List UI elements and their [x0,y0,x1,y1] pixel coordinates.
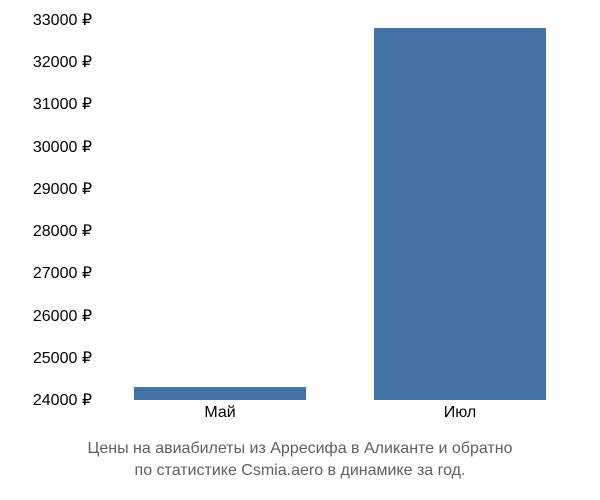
y-axis-tick-label: 32000 ₽ [33,52,92,72]
y-axis-tick-label: 30000 ₽ [33,137,92,157]
bar [374,28,547,400]
y-axis-tick-label: 33000 ₽ [33,10,92,30]
y-axis-tick-label: 27000 ₽ [33,263,92,283]
y-axis-tick-label: 28000 ₽ [33,221,92,241]
caption-line-2: по статистике Csmia.aero в динамике за г… [135,462,466,479]
y-axis-tick-label: 29000 ₽ [33,179,92,199]
caption-line-1: Цены на авиабилеты из Арресифа в Аликант… [88,440,513,457]
x-axis-tick-label: Май [204,404,235,422]
chart-caption: Цены на авиабилеты из Арресифа в Аликант… [0,438,600,481]
y-axis-tick-label: 25000 ₽ [33,348,92,368]
price-bar-chart: Цены на авиабилеты из Арресифа в Аликант… [0,0,600,500]
bar [134,387,307,400]
y-axis-tick-label: 24000 ₽ [33,390,92,410]
y-axis-tick-label: 31000 ₽ [33,94,92,114]
x-axis-tick-label: Июл [444,404,476,422]
plot-area [100,20,580,400]
y-axis-tick-label: 26000 ₽ [33,306,92,326]
